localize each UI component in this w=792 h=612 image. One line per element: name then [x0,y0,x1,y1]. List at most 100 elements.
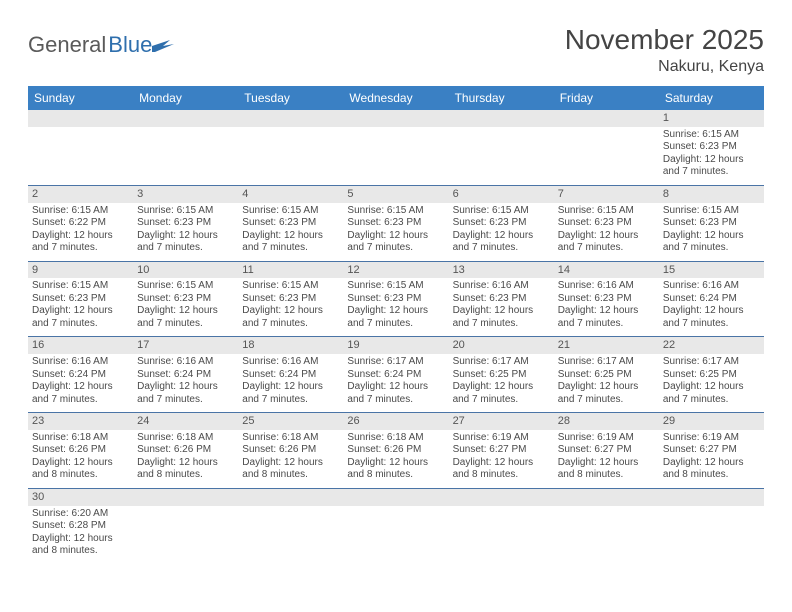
day-sunset: Sunset: 6:25 PM [663,369,760,382]
day-number: 21 [554,337,659,354]
calendar-week-row: 30Sunrise: 6:20 AMSunset: 6:28 PMDayligh… [28,488,764,563]
day-number: 29 [659,413,764,430]
day-sunset: Sunset: 6:26 PM [242,444,339,457]
day-sunset: Sunset: 6:24 PM [242,369,339,382]
calendar-day-cell: . [238,110,343,185]
day-sunset: Sunset: 6:23 PM [663,141,760,154]
day-number: . [238,110,343,127]
day-daylight1: Daylight: 12 hours [663,457,760,470]
calendar-day-cell: . [554,488,659,563]
day-sunset: Sunset: 6:27 PM [453,444,550,457]
day-number: 13 [449,262,554,279]
day-number: 6 [449,186,554,203]
day-daylight2: and 8 minutes. [558,469,655,482]
calendar-day-cell: 16Sunrise: 6:16 AMSunset: 6:24 PMDayligh… [28,337,133,413]
calendar-day-cell: . [449,110,554,185]
day-daylight1: Daylight: 12 hours [663,305,760,318]
day-number: 8 [659,186,764,203]
day-daylight1: Daylight: 12 hours [137,230,234,243]
location: Nakuru, Kenya [565,58,764,76]
weekday-header: Friday [554,86,659,110]
day-daylight2: and 7 minutes. [32,242,129,255]
day-number: . [449,489,554,506]
day-sunrise: Sunrise: 6:19 AM [558,432,655,445]
calendar-day-cell: 25Sunrise: 6:18 AMSunset: 6:26 PMDayligh… [238,413,343,489]
day-daylight2: and 8 minutes. [242,469,339,482]
day-sunrise: Sunrise: 6:15 AM [32,280,129,293]
day-number: 1 [659,110,764,127]
day-sunset: Sunset: 6:25 PM [558,369,655,382]
calendar-day-cell: 5Sunrise: 6:15 AMSunset: 6:23 PMDaylight… [343,185,448,261]
day-sunrise: Sunrise: 6:15 AM [242,205,339,218]
calendar-header-row: SundayMondayTuesdayWednesdayThursdayFrid… [28,86,764,110]
calendar-day-cell: . [343,110,448,185]
day-number: . [28,110,133,127]
day-sunrise: Sunrise: 6:16 AM [558,280,655,293]
day-sunrise: Sunrise: 6:15 AM [663,129,760,142]
weekday-header: Wednesday [343,86,448,110]
calendar-day-cell: 7Sunrise: 6:15 AMSunset: 6:23 PMDaylight… [554,185,659,261]
day-sunset: Sunset: 6:25 PM [453,369,550,382]
day-sunset: Sunset: 6:23 PM [663,217,760,230]
day-daylight2: and 7 minutes. [32,318,129,331]
calendar-day-cell: 19Sunrise: 6:17 AMSunset: 6:24 PMDayligh… [343,337,448,413]
calendar-day-cell: . [449,488,554,563]
day-sunrise: Sunrise: 6:15 AM [347,280,444,293]
day-daylight1: Daylight: 12 hours [453,457,550,470]
day-daylight1: Daylight: 12 hours [137,305,234,318]
calendar-day-cell: 29Sunrise: 6:19 AMSunset: 6:27 PMDayligh… [659,413,764,489]
day-sunrise: Sunrise: 6:16 AM [32,356,129,369]
calendar-day-cell: 4Sunrise: 6:15 AMSunset: 6:23 PMDaylight… [238,185,343,261]
day-sunset: Sunset: 6:23 PM [242,293,339,306]
day-daylight1: Daylight: 12 hours [347,305,444,318]
day-sunset: Sunset: 6:22 PM [32,217,129,230]
weekday-header: Monday [133,86,238,110]
day-number: . [238,489,343,506]
day-daylight2: and 7 minutes. [347,394,444,407]
day-daylight1: Daylight: 12 hours [32,457,129,470]
day-daylight1: Daylight: 12 hours [32,230,129,243]
calendar-table: SundayMondayTuesdayWednesdayThursdayFrid… [28,86,764,564]
day-sunset: Sunset: 6:23 PM [347,217,444,230]
day-sunrise: Sunrise: 6:16 AM [663,280,760,293]
day-sunset: Sunset: 6:23 PM [32,293,129,306]
day-sunset: Sunset: 6:27 PM [558,444,655,457]
day-sunrise: Sunrise: 6:16 AM [137,356,234,369]
day-sunrise: Sunrise: 6:15 AM [32,205,129,218]
day-number: 22 [659,337,764,354]
calendar-day-cell: 3Sunrise: 6:15 AMSunset: 6:23 PMDaylight… [133,185,238,261]
calendar-day-cell: 10Sunrise: 6:15 AMSunset: 6:23 PMDayligh… [133,261,238,337]
calendar-day-cell: 27Sunrise: 6:19 AMSunset: 6:27 PMDayligh… [449,413,554,489]
calendar-day-cell: 11Sunrise: 6:15 AMSunset: 6:23 PMDayligh… [238,261,343,337]
day-number: . [659,489,764,506]
day-number: 25 [238,413,343,430]
day-sunset: Sunset: 6:24 PM [347,369,444,382]
day-number: . [343,489,448,506]
day-number: 20 [449,337,554,354]
day-sunset: Sunset: 6:23 PM [137,217,234,230]
day-daylight2: and 7 minutes. [558,242,655,255]
day-daylight1: Daylight: 12 hours [242,457,339,470]
day-sunset: Sunset: 6:23 PM [453,217,550,230]
day-daylight2: and 7 minutes. [32,394,129,407]
calendar-day-cell: . [238,488,343,563]
calendar-week-row: 23Sunrise: 6:18 AMSunset: 6:26 PMDayligh… [28,413,764,489]
day-daylight2: and 8 minutes. [32,469,129,482]
day-sunrise: Sunrise: 6:19 AM [663,432,760,445]
month-title: November 2025 [565,24,764,56]
day-number: 27 [449,413,554,430]
calendar-day-cell: 17Sunrise: 6:16 AMSunset: 6:24 PMDayligh… [133,337,238,413]
day-number: 10 [133,262,238,279]
day-sunset: Sunset: 6:24 PM [663,293,760,306]
day-sunrise: Sunrise: 6:15 AM [663,205,760,218]
day-daylight1: Daylight: 12 hours [32,381,129,394]
day-daylight2: and 7 minutes. [453,318,550,331]
day-sunrise: Sunrise: 6:17 AM [453,356,550,369]
day-daylight2: and 7 minutes. [242,242,339,255]
day-number: . [133,489,238,506]
day-number: 3 [133,186,238,203]
day-sunset: Sunset: 6:23 PM [558,293,655,306]
calendar-day-cell: 9Sunrise: 6:15 AMSunset: 6:23 PMDaylight… [28,261,133,337]
day-daylight1: Daylight: 12 hours [663,381,760,394]
day-daylight1: Daylight: 12 hours [347,230,444,243]
